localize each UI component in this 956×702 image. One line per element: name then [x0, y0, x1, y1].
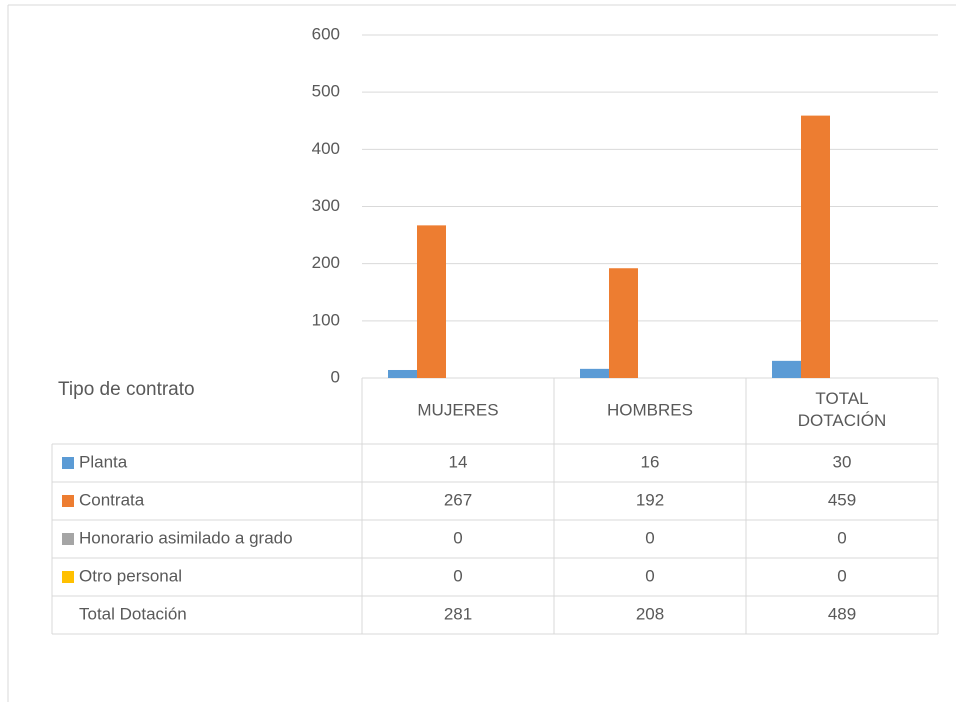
bar [609, 268, 638, 378]
bar [772, 360, 801, 378]
legend-key [62, 457, 74, 469]
y-tick-label: 100 [312, 310, 340, 329]
y-tick-label: 500 [312, 82, 340, 101]
category-label: HOMBRES [607, 400, 693, 419]
table-value: 459 [828, 490, 856, 509]
bar [801, 115, 830, 378]
table-value: 0 [837, 566, 846, 585]
legend-key [62, 533, 74, 545]
bar [417, 225, 446, 378]
category-label-line: TOTAL [815, 389, 868, 408]
legend-label: Planta [79, 452, 128, 471]
bar [580, 368, 609, 378]
legend-key [62, 571, 74, 583]
category-label: MUJERES [417, 400, 498, 419]
legend-label: Contrata [79, 490, 145, 509]
y-tick-label: 200 [312, 253, 340, 272]
y-tick-label: 400 [312, 139, 340, 158]
legend-label: Otro personal [79, 566, 182, 585]
table-value: 489 [828, 604, 856, 623]
table-value: 16 [641, 452, 660, 471]
legend-label: Honorario asimilado a grado [79, 528, 293, 547]
legend-key [62, 495, 74, 507]
table-value: 208 [636, 604, 664, 623]
table-value: 0 [453, 528, 462, 547]
table-value: 192 [636, 490, 664, 509]
table-value: 0 [837, 528, 846, 547]
table-header: Tipo de contrato [58, 379, 195, 400]
category-label: TOTAL DOTACIÓN [798, 389, 886, 430]
y-tick-label: 600 [312, 24, 340, 43]
table-value: 0 [453, 566, 462, 585]
table-value: 0 [645, 528, 654, 547]
table-value: 267 [444, 490, 472, 509]
y-tick-label: 300 [312, 196, 340, 215]
y-tick-label: 0 [331, 367, 340, 386]
bar [388, 369, 417, 378]
table-value: 281 [444, 604, 472, 623]
table-value: 30 [833, 452, 852, 471]
total-label: Total Dotación [79, 604, 187, 623]
category-label-line: DOTACIÓN [798, 411, 886, 430]
table-value: 0 [645, 566, 654, 585]
table-value: 14 [449, 452, 468, 471]
